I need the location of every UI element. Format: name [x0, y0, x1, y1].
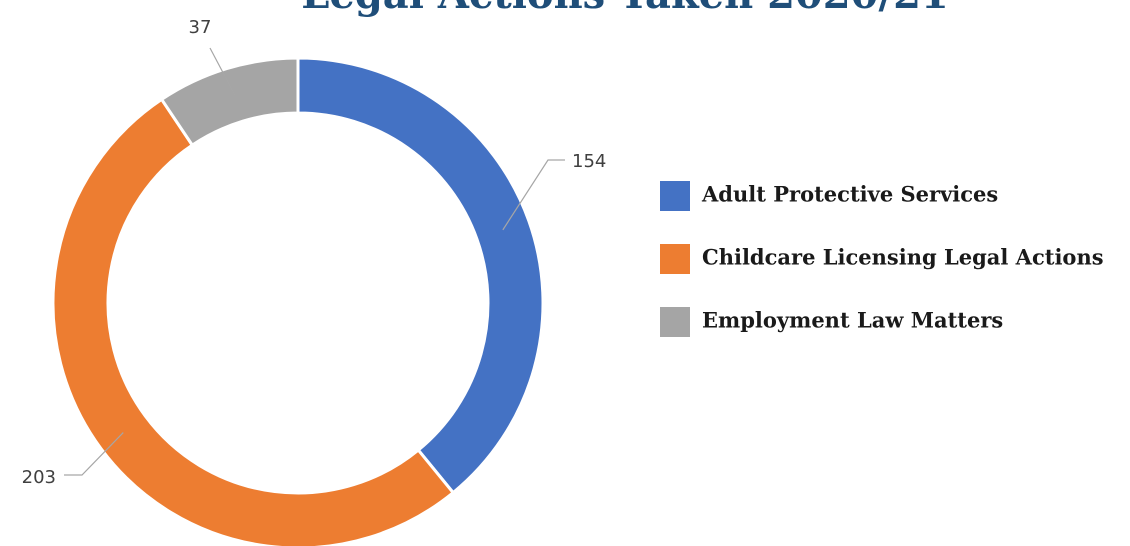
legend-label: Employment Law Matters [702, 308, 1003, 333]
legend-swatch [660, 244, 690, 274]
leader-line [64, 432, 124, 476]
legend-label: Adult Protective Services [701, 182, 998, 207]
donut-segment [296, 56, 545, 495]
legend-swatch [660, 181, 690, 211]
legend-swatch [660, 307, 690, 337]
legend-label: Childcare Licensing Legal Actions [702, 245, 1104, 270]
data-label: 154 [572, 151, 606, 172]
leader-line [502, 159, 565, 231]
data-label: 37 [189, 17, 212, 38]
leader-line [209, 47, 236, 96]
donut-segment [159, 56, 300, 148]
donut-segment [51, 97, 456, 546]
chart-title: Legal Actions Taken 2020/21 [301, 0, 948, 18]
data-label: 203 [22, 467, 56, 488]
